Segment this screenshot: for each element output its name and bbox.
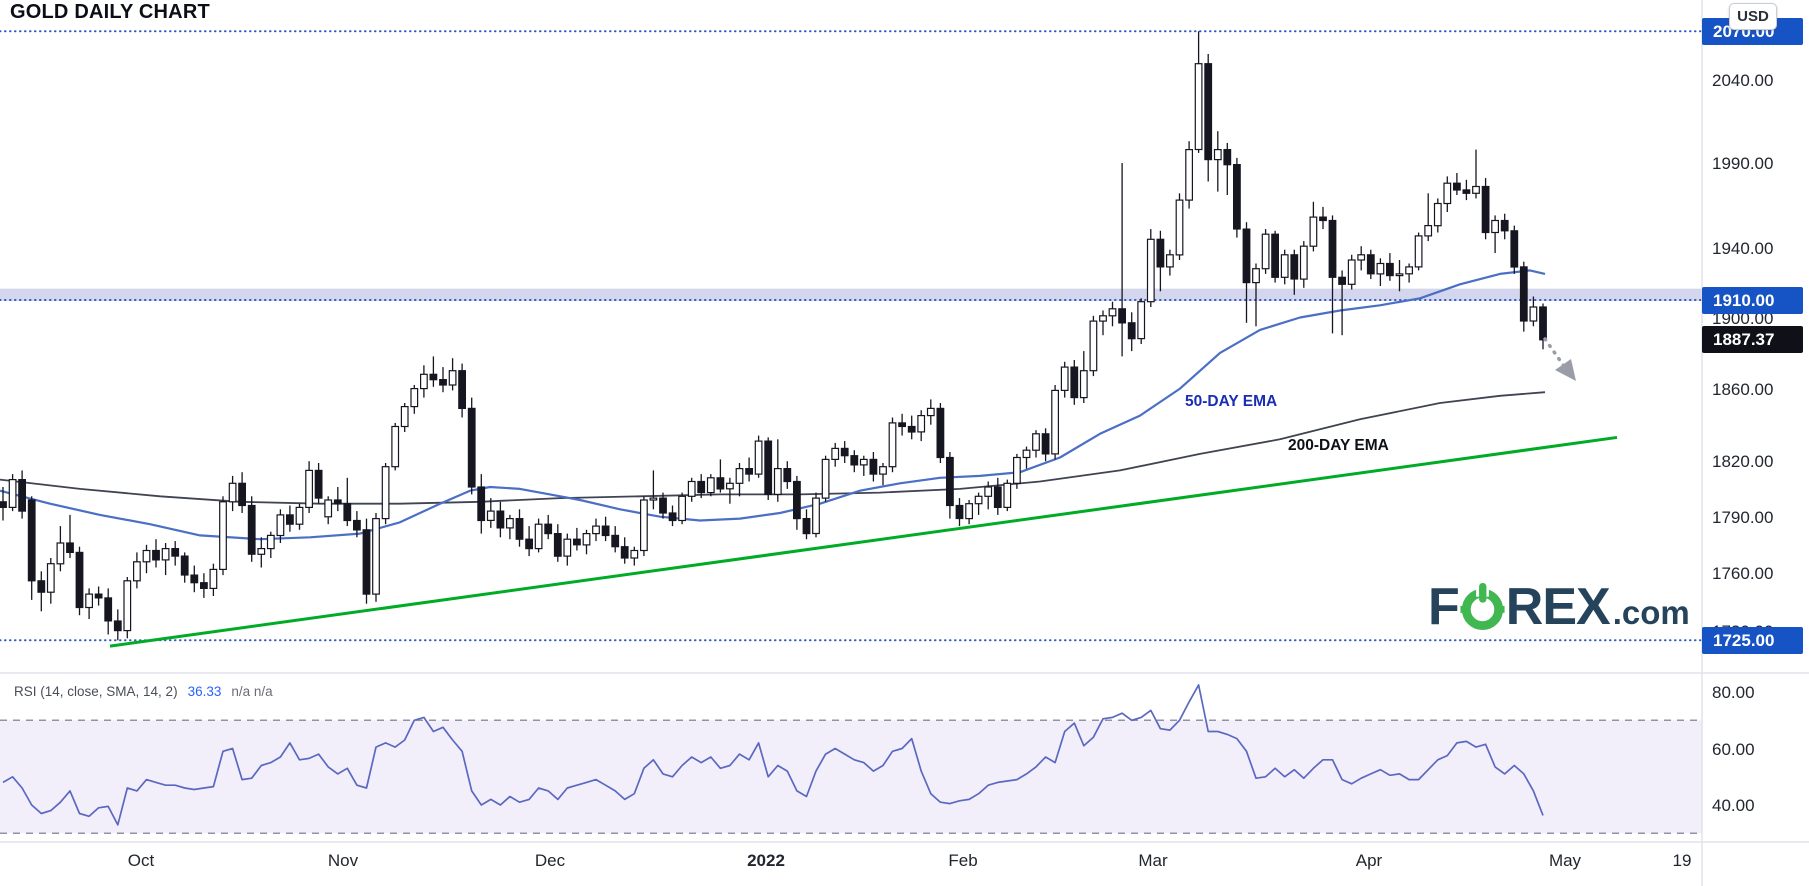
logo-letter-f: F <box>1428 578 1460 636</box>
price-axis-label: 1760.00 <box>1712 564 1774 584</box>
rsi-line[interactable] <box>2 684 1544 826</box>
chart-title: GOLD DAILY CHART <box>10 1 210 23</box>
time-axis-label: May <box>1548 851 1582 870</box>
ema50-label: 50-DAY EMA <box>1185 393 1278 410</box>
rsi-axis-label: 80.00 <box>1712 683 1755 702</box>
time-axis-label: Mar <box>1138 851 1168 870</box>
rsi-zone-band <box>0 719 1702 834</box>
price-badge-support[interactable]: 1725.00 <box>1702 626 1803 654</box>
ema200-label: 200-DAY EMA <box>1288 437 1389 454</box>
time-axis-label: Feb <box>948 851 978 870</box>
rsi-legend-text: RSI (14, close, SMA, 14, 2) <box>14 684 178 699</box>
currency-usd-button[interactable]: USD <box>1729 3 1777 30</box>
rsi-value: 36.33 <box>187 684 222 699</box>
logo-power-icon <box>1460 582 1505 631</box>
time-axis-label: Nov <box>327 851 359 870</box>
rsi-axis-label: 40.00 <box>1712 796 1755 815</box>
logo-dotcom: .com <box>1612 594 1690 631</box>
price-axis-label: 1790.00 <box>1712 507 1774 527</box>
forex-logo: F REX .com <box>1428 578 1690 636</box>
rsi-indicator-legend[interactable]: RSI (14, close, SMA, 14, 2) 36.33 n/a n/a <box>14 684 273 699</box>
rsi-axis-label: 60.00 <box>1712 739 1755 759</box>
time-axis-label: 19 <box>1672 851 1692 870</box>
support-trendline[interactable] <box>109 435 1618 648</box>
time-axis-label: 2022 <box>747 851 785 870</box>
time-axis-label: Apr <box>1355 851 1383 870</box>
price-axis-label: 1940.00 <box>1712 238 1774 258</box>
logo-letters-rex: REX <box>1505 578 1611 636</box>
price-axis-label: 1820.00 <box>1712 452 1774 472</box>
resistance-zone-band <box>0 288 1702 301</box>
price-axis-label: 1990.00 <box>1712 153 1774 173</box>
last-price-badge: 1887.37 <box>1702 326 1803 354</box>
price-axis-label: 2040.00 <box>1712 71 1774 91</box>
price-badge-resistance[interactable]: 1910.00 <box>1702 286 1803 314</box>
projection-arrow[interactable] <box>1543 337 1576 381</box>
candlestick-series[interactable] <box>0 31 1547 641</box>
time-axis-label: Oct <box>127 851 155 870</box>
price-axis-label: 1860.00 <box>1712 379 1774 399</box>
rsi-na-values: n/a n/a <box>231 684 273 699</box>
time-axis-label: Dec <box>534 851 566 870</box>
